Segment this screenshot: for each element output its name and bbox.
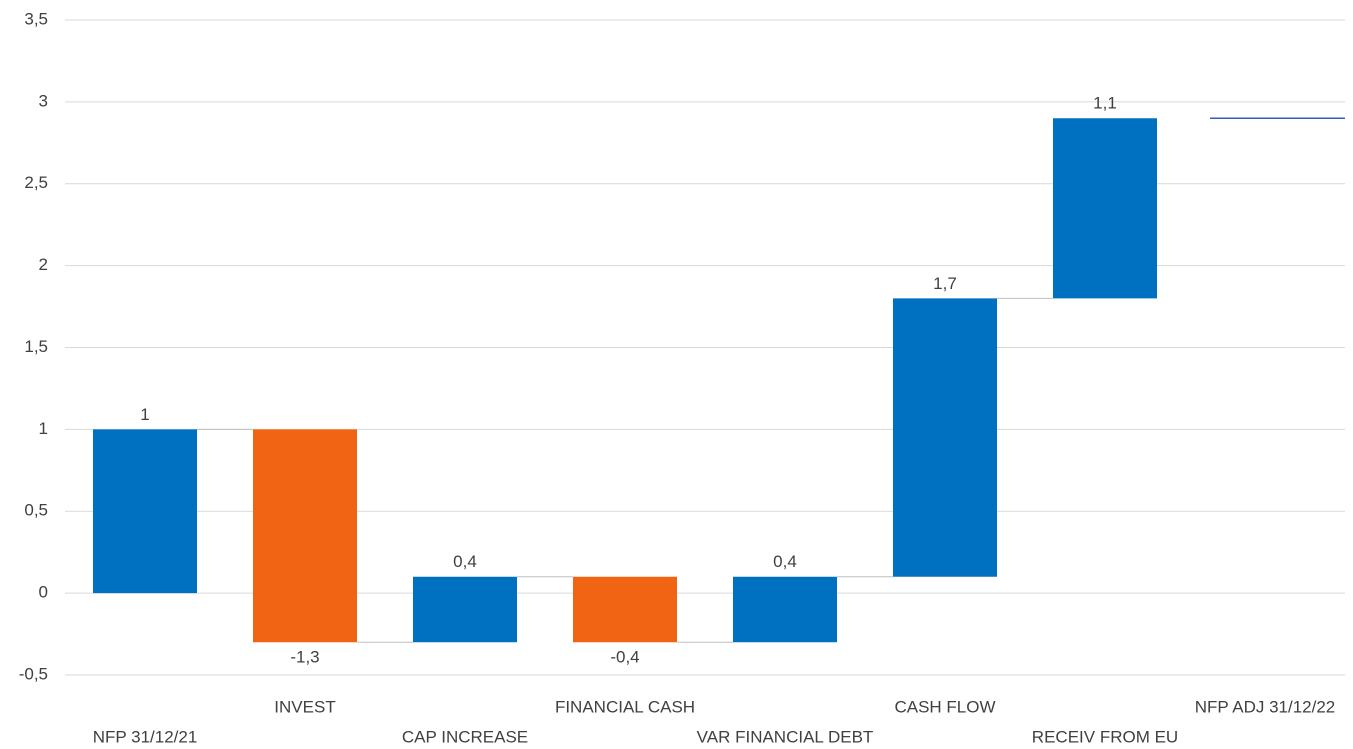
data-label: 1 [140, 405, 149, 424]
y-tick-label: 2 [39, 255, 48, 274]
bar [733, 576, 837, 643]
data-label: -1,3 [290, 648, 319, 667]
bar [1053, 118, 1157, 299]
y-tick-label: 1,5 [24, 337, 48, 356]
bar [893, 298, 997, 577]
y-tick-label: 0,5 [24, 501, 48, 520]
x-tick-label: RECEIV FROM EU [1032, 727, 1178, 746]
x-tick-label: INVEST [274, 697, 335, 716]
y-tick-label: 3 [39, 91, 48, 110]
y-tick-label: 2,5 [24, 173, 48, 192]
x-tick-label: CASH FLOW [894, 697, 995, 716]
x-tick-label: NFP ADJ 31/12/22 [1195, 697, 1336, 716]
y-tick-label: -0,5 [19, 664, 48, 683]
bar [93, 429, 197, 594]
bar [573, 576, 677, 643]
x-tick-label: CAP INCREASE [402, 727, 528, 746]
y-tick-label: 3,5 [24, 9, 48, 28]
data-label: 0,4 [453, 552, 477, 571]
data-label: 0,4 [773, 552, 797, 571]
x-tick-label: VAR FINANCIAL DEBT [697, 727, 874, 746]
y-tick-label: 1 [39, 419, 48, 438]
data-label: 1,7 [933, 274, 957, 293]
data-label: 1,1 [1093, 94, 1117, 113]
x-tick-label: FINANCIAL CASH [555, 697, 695, 716]
data-label: -0,4 [610, 648, 639, 667]
y-tick-label: 0 [39, 583, 48, 602]
bar [413, 576, 517, 643]
x-tick-label: NFP 31/12/21 [93, 727, 198, 746]
bar [253, 429, 357, 643]
